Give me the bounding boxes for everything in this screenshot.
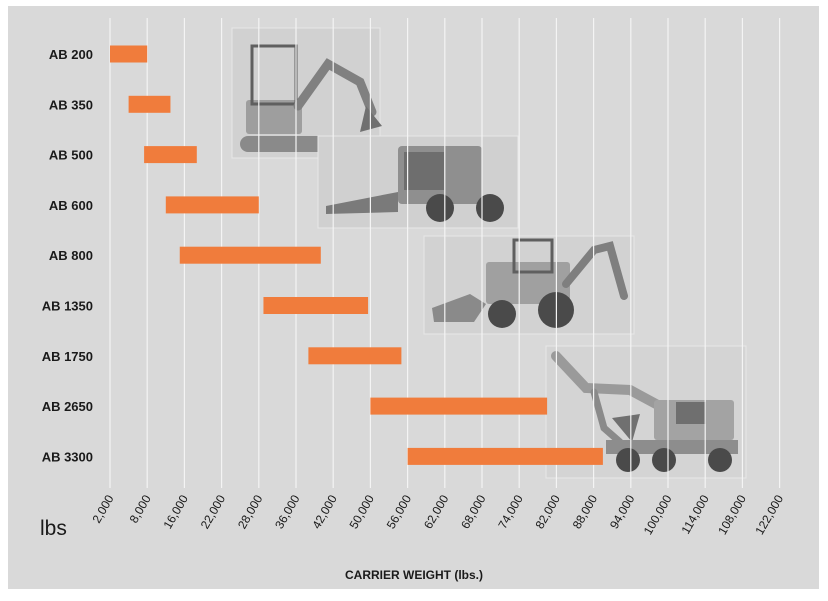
range-bar	[110, 45, 148, 63]
range-bar	[165, 196, 259, 214]
range-bar	[308, 347, 402, 365]
category-label: AB 1750	[42, 349, 93, 364]
category-label: AB 600	[49, 198, 93, 213]
x-axis-title: CARRIER WEIGHT (lbs.)	[345, 568, 483, 582]
category-label: AB 350	[49, 97, 93, 112]
range-bar	[407, 447, 603, 465]
range-bar	[128, 95, 171, 113]
x-unit-label: lbs	[40, 517, 67, 540]
range-bar	[370, 397, 548, 415]
skid-steer-loader-image	[317, 135, 519, 229]
range-bars	[110, 45, 603, 465]
category-label: AB 200	[49, 47, 93, 62]
wheeled-excavator-image	[545, 345, 747, 479]
category-labels: AB 200 AB 350 AB 500 AB 600 AB 800 AB 1350 AB …	[42, 47, 93, 464]
equipment-photos	[231, 27, 747, 479]
category-label: AB 800	[49, 248, 93, 263]
range-bar	[144, 146, 197, 164]
range-bar	[179, 246, 321, 264]
category-label: AB 3300	[42, 449, 93, 464]
range-bar	[263, 297, 369, 314]
category-label: AB 500	[49, 148, 93, 163]
backhoe-loader-image	[423, 235, 635, 335]
category-label: AB 1350	[42, 299, 93, 314]
category-label: AB 2650	[42, 399, 93, 414]
